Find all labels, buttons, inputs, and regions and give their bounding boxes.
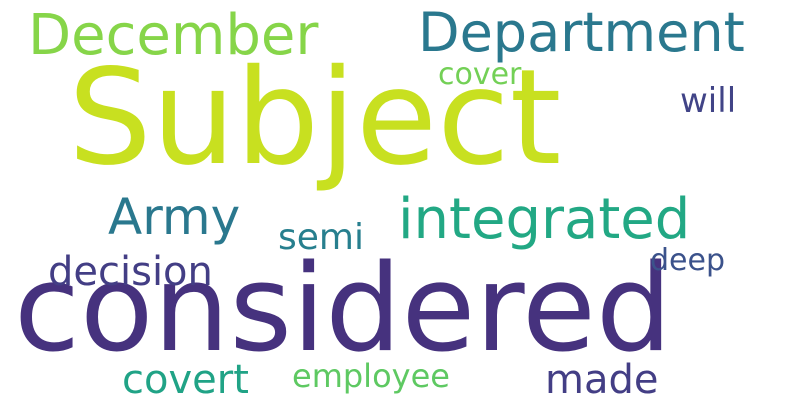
word-covert: covert — [122, 357, 249, 403]
word-integrated: integrated — [398, 187, 691, 252]
word-considered: considered — [14, 240, 673, 379]
word-deep: deep — [650, 243, 725, 278]
word-department: Department — [418, 1, 745, 64]
word-decision: decision — [48, 249, 213, 295]
word-employee: employee — [292, 357, 450, 395]
word-subject: Subject — [68, 41, 562, 195]
word-army: Army — [108, 188, 241, 246]
word-made: made — [545, 357, 659, 403]
word-semi: semi — [278, 217, 364, 258]
word-will: will — [680, 81, 737, 121]
word-december: December — [28, 3, 319, 68]
word-cover: cover — [438, 57, 522, 92]
